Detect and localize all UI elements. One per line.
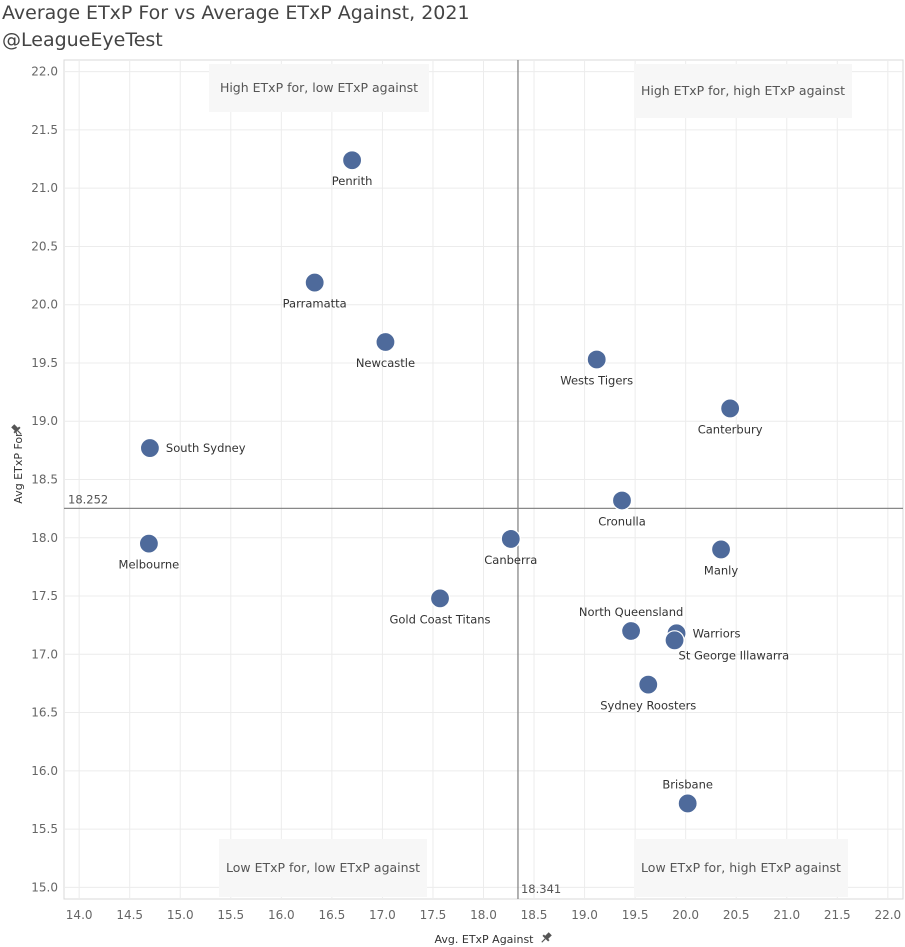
x-reference-label: 18.341 bbox=[521, 882, 561, 896]
y-tick-label: 21.0 bbox=[31, 181, 58, 195]
y-tick-label: 17.0 bbox=[31, 647, 58, 661]
y-tick-label: 21.5 bbox=[31, 123, 58, 137]
y-tick-label: 22.0 bbox=[31, 65, 58, 79]
data-points: Penrith Parramatta Newcastle Wests Tigers Ca… bbox=[119, 150, 790, 814]
x-tick-label: 16.0 bbox=[268, 908, 295, 922]
point-label-canterbury: Canterbury bbox=[698, 422, 763, 436]
x-tick-label: 21.5 bbox=[824, 908, 851, 922]
point-cronulla[interactable] bbox=[611, 490, 633, 511]
y-tick-label: 19.5 bbox=[31, 356, 58, 370]
point-label-warriors: Warriors bbox=[693, 626, 741, 640]
point-label-brisbane: Brisbane bbox=[662, 777, 713, 791]
point-canterbury[interactable] bbox=[720, 398, 741, 419]
point-label-melbourne: Melbourne bbox=[119, 558, 180, 572]
quadrant-box-top-left bbox=[209, 64, 429, 112]
point-st-george-illawarra[interactable] bbox=[664, 630, 685, 651]
quadrant-label-top-left: High ETxP for, low ETxP against bbox=[220, 80, 418, 95]
point-label-manly: Manly bbox=[704, 563, 738, 577]
point-label-st-george-illawarra: St George Illawarra bbox=[679, 648, 790, 662]
x-tick-label: 19.0 bbox=[571, 908, 598, 922]
y-tick-label: 18.0 bbox=[31, 531, 58, 545]
point-sydney-roosters[interactable] bbox=[638, 674, 659, 695]
point-label-parramatta: Parramatta bbox=[283, 297, 347, 311]
x-tick-label: 19.5 bbox=[622, 908, 649, 922]
x-tick-label: 18.5 bbox=[521, 908, 548, 922]
quadrant-label-bottom-right: Low ETxP for, high ETxP against bbox=[641, 860, 841, 875]
quadrant-label-top-right: High ETxP for, high ETxP against bbox=[641, 83, 845, 98]
y-tick-label: 15.0 bbox=[31, 880, 58, 894]
y-reference-label: 18.252 bbox=[68, 492, 108, 506]
point-south-sydney[interactable] bbox=[139, 437, 161, 459]
point-gold-coast-titans[interactable] bbox=[429, 588, 451, 609]
x-tick-label: 22.0 bbox=[874, 908, 901, 922]
x-tick-label: 20.0 bbox=[672, 908, 699, 922]
x-axis-pin-icon[interactable] bbox=[539, 931, 553, 945]
point-label-wests-tigers: Wests Tigers bbox=[560, 373, 633, 387]
x-tick-label: 21.0 bbox=[773, 908, 800, 922]
y-tick-label: 16.0 bbox=[31, 764, 58, 778]
quadrant-labels: High ETxP for, low ETxP against High ETxP… bbox=[209, 64, 852, 897]
point-wests-tigers[interactable] bbox=[586, 349, 607, 370]
point-label-cronulla: Cronulla bbox=[598, 514, 646, 528]
axis-ticks: 14.0 14.5 15.0 15.5 16.0 16.5 17.0 17.5 18.0 18.5… bbox=[31, 65, 901, 922]
grid bbox=[63, 59, 904, 900]
x-tick-label: 15.5 bbox=[217, 908, 244, 922]
point-north-queensland[interactable] bbox=[620, 620, 642, 642]
x-tick-label: 20.5 bbox=[723, 908, 750, 922]
point-label-north-queensland: North Queensland bbox=[579, 605, 683, 619]
x-tick-label: 17.0 bbox=[369, 908, 396, 922]
x-tick-label: 16.5 bbox=[319, 908, 346, 922]
y-tick-label: 18.5 bbox=[31, 473, 58, 487]
y-tick-label: 20.0 bbox=[31, 298, 58, 312]
point-label-newcastle: Newcastle bbox=[356, 356, 415, 370]
quadrant-label-bottom-left: Low ETxP for, low ETxP against bbox=[226, 860, 420, 875]
reference-lines: 18.341 18.252 bbox=[64, 60, 903, 899]
x-axis-label: Avg. ETxP Against bbox=[435, 933, 535, 946]
y-tick-label: 19.0 bbox=[31, 414, 58, 428]
chart-subtitle: @LeagueEyeTest bbox=[2, 29, 163, 51]
y-tick-label: 15.5 bbox=[31, 822, 58, 836]
y-tick-label: 20.5 bbox=[31, 239, 58, 253]
y-tick-label: 16.5 bbox=[31, 706, 58, 720]
quadrant-box-bottom-right bbox=[634, 839, 848, 897]
quadrant-box-top-right bbox=[634, 64, 852, 118]
y-tick-label: 17.5 bbox=[31, 589, 58, 603]
y-axis-label: Avg ETxP For bbox=[12, 432, 25, 504]
point-melbourne[interactable] bbox=[138, 533, 160, 554]
point-parramatta[interactable] bbox=[304, 272, 325, 293]
x-tick-label: 17.5 bbox=[420, 908, 447, 922]
point-canberra[interactable] bbox=[500, 528, 521, 550]
point-label-sydney-roosters: Sydney Roosters bbox=[600, 699, 696, 713]
y-axis-pin-icon[interactable] bbox=[10, 423, 24, 437]
chart-title: Average ETxP For vs Average ETxP Against… bbox=[2, 2, 470, 24]
point-label-south-sydney: South Sydney bbox=[166, 441, 246, 455]
x-tick-label: 15.0 bbox=[167, 908, 194, 922]
point-brisbane[interactable] bbox=[677, 793, 698, 814]
point-manly[interactable] bbox=[710, 539, 732, 560]
point-label-canberra: Canberra bbox=[484, 553, 537, 567]
quadrant-box-bottom-left bbox=[219, 839, 427, 897]
x-tick-label: 14.0 bbox=[66, 908, 93, 922]
point-penrith[interactable] bbox=[341, 150, 363, 171]
x-tick-label: 14.5 bbox=[116, 908, 143, 922]
x-tick-label: 18.0 bbox=[470, 908, 497, 922]
point-label-gold-coast-titans: Gold Coast Titans bbox=[389, 612, 490, 626]
point-newcastle[interactable] bbox=[375, 331, 396, 353]
point-label-penrith: Penrith bbox=[332, 174, 373, 188]
